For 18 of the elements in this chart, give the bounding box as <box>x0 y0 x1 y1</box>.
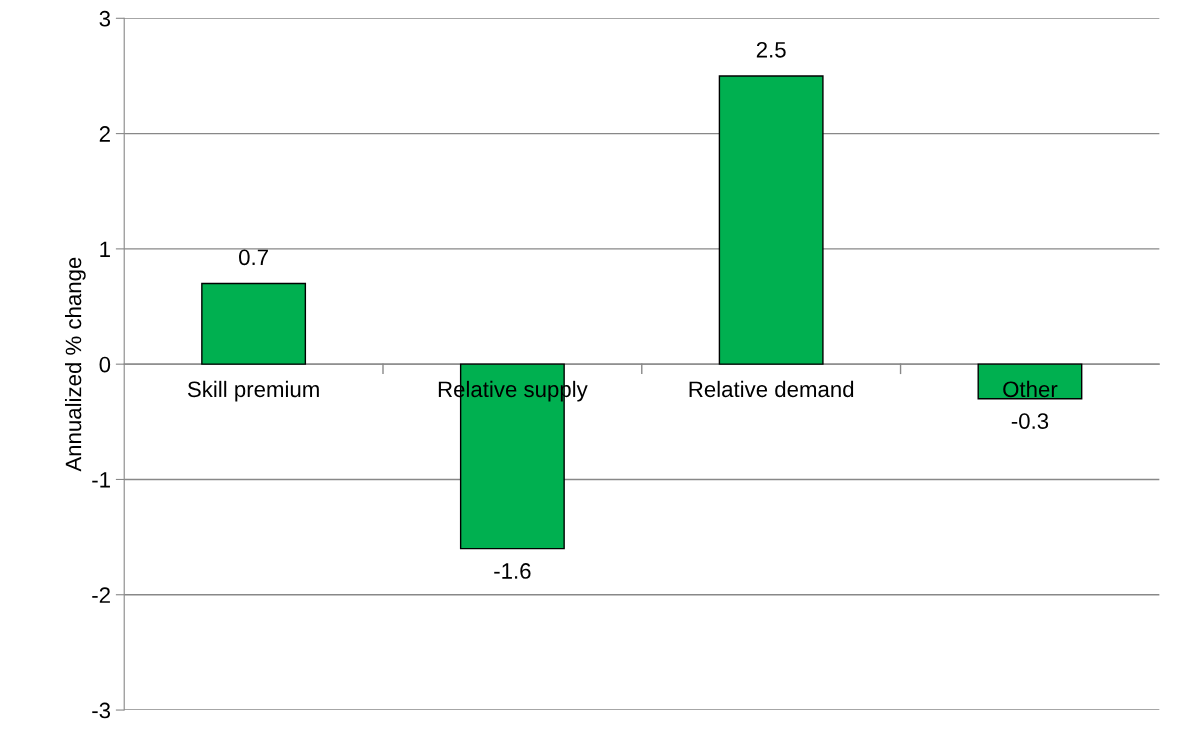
data-label: 2.5 <box>756 41 786 58</box>
x-tick-label: Relative demand <box>689 380 854 398</box>
data-label: 0.7 <box>239 249 268 266</box>
y-tick-label: 2 <box>99 126 110 142</box>
x-tick-label: Skill premium <box>187 380 319 402</box>
bar <box>718 75 824 365</box>
y-tick-label: -1 <box>92 472 110 488</box>
y-tick-label: -3 <box>92 702 111 719</box>
bar <box>201 282 307 365</box>
data-label: -0.3 <box>1011 413 1049 429</box>
y-axis-title: Annualized % change <box>64 257 86 472</box>
x-tick-label: Other <box>1003 380 1058 398</box>
y-tick-label: -2 <box>92 587 110 603</box>
data-label: -1.6 <box>494 563 531 579</box>
y-tick-label: 1 <box>100 241 110 257</box>
bar <box>977 363 1083 400</box>
y-tick-label: 0 <box>99 356 111 373</box>
y-tick-label: 3 <box>99 10 111 27</box>
